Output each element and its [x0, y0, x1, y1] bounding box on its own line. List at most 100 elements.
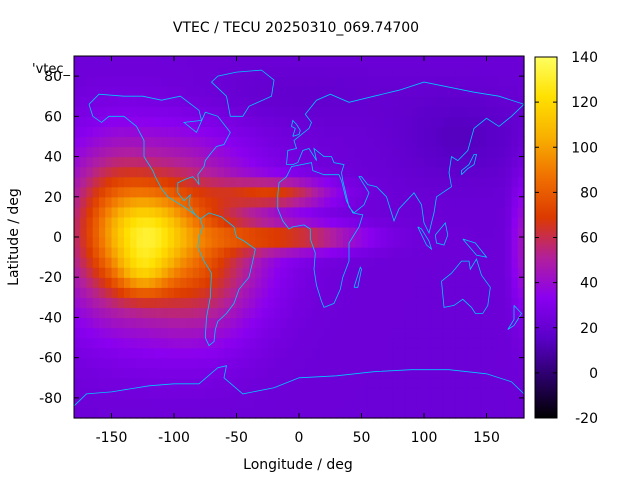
vtec-cell — [280, 317, 288, 329]
vtec-cell — [486, 247, 494, 258]
vtec-cell — [155, 96, 163, 107]
vtec-cell — [499, 257, 506, 268]
vtec-cell — [399, 397, 406, 409]
vtec-cell — [80, 377, 88, 389]
vtec-cell — [342, 186, 350, 198]
vtec-cell — [267, 206, 275, 218]
vtec-cell — [367, 106, 375, 117]
vtec-cell — [330, 146, 338, 158]
vtec-cell — [261, 397, 269, 409]
vtec-cell — [274, 247, 281, 258]
vtec-cell — [105, 317, 113, 329]
vtec-cell — [405, 267, 413, 278]
x-tick-label: 50 — [353, 430, 371, 446]
vtec-cell — [349, 216, 356, 228]
vtec-cell — [299, 66, 306, 77]
vtec-cell — [311, 186, 319, 198]
vtec-cell — [374, 76, 381, 87]
vtec-cell — [474, 206, 481, 218]
vtec-cell — [430, 196, 438, 208]
vtec-cell — [130, 106, 138, 117]
vtec-cell — [442, 126, 450, 138]
chart-title: VTEC / TECU 20250310_069.74700 — [173, 20, 419, 36]
vtec-cell — [124, 176, 131, 188]
vtec-cell — [92, 267, 100, 278]
vtec-cell — [324, 146, 331, 158]
vtec-cell — [392, 277, 400, 288]
vtec-cell — [86, 387, 94, 399]
vtec-cell — [461, 196, 469, 208]
vtec-cell — [249, 216, 256, 228]
vtec-cell — [317, 307, 325, 319]
vtec-cell — [399, 206, 406, 218]
vtec-cell — [392, 377, 400, 389]
vtec-cell — [199, 407, 206, 419]
vtec-cell — [167, 367, 175, 379]
vtec-cell — [342, 136, 350, 148]
vtec-cell — [186, 166, 194, 178]
vtec-cell — [149, 56, 156, 67]
vtec-cell — [336, 327, 344, 339]
vtec-cell — [180, 196, 188, 208]
vtec-cell — [336, 216, 344, 228]
vtec-cell — [211, 226, 219, 238]
vtec-cell — [324, 56, 331, 67]
vtec-cell — [111, 186, 119, 198]
vtec-cell — [342, 307, 350, 319]
vtec-cell — [511, 317, 519, 329]
vtec-cell — [224, 297, 231, 308]
vtec-cell — [292, 226, 300, 238]
vtec-cell — [436, 226, 444, 238]
vtec-cell — [399, 126, 406, 138]
vtec-cell — [86, 317, 94, 329]
vtec-cell — [211, 176, 219, 188]
vtec-cell — [430, 357, 438, 369]
vtec-cell — [199, 267, 206, 278]
vtec-cell — [474, 387, 481, 399]
vtec-cell — [211, 116, 219, 127]
vtec-cell — [267, 347, 275, 359]
vtec-cell — [205, 186, 213, 198]
vtec-cell — [105, 66, 113, 77]
vtec-cell — [411, 196, 419, 208]
vtec-cell — [474, 307, 481, 319]
vtec-cell — [411, 237, 419, 248]
vtec-cell — [105, 76, 113, 87]
vtec-cell — [442, 136, 450, 148]
vtec-cell — [142, 367, 150, 379]
vtec-cell — [199, 66, 206, 77]
vtec-cell — [117, 226, 125, 238]
vtec-cell — [311, 297, 319, 308]
vtec-cell — [305, 116, 313, 127]
vtec-cell — [380, 76, 388, 87]
vtec-cell — [130, 96, 138, 107]
vtec-cell — [192, 206, 200, 218]
vtec-cell — [411, 347, 419, 359]
vtec-cell — [230, 357, 238, 369]
vtec-cell — [117, 347, 125, 359]
vtec-cell — [199, 247, 206, 258]
vtec-cell — [480, 387, 488, 399]
vtec-cell — [411, 377, 419, 389]
vtec-cell — [392, 267, 400, 278]
vtec-cell — [505, 226, 513, 238]
vtec-cell — [142, 186, 150, 198]
vtec-cell — [149, 327, 156, 339]
vtec-cell — [386, 136, 394, 148]
vtec-cell — [499, 56, 506, 67]
vtec-cell — [461, 327, 469, 339]
vtec-cell — [274, 317, 281, 329]
vtec-cell — [330, 226, 338, 238]
vtec-cell — [467, 257, 475, 268]
vtec-cell — [274, 156, 281, 168]
vtec-cell — [199, 56, 206, 67]
vtec-cell — [280, 347, 288, 359]
vtec-cell — [136, 176, 144, 188]
vtec-cell — [349, 146, 356, 158]
vtec-cell — [486, 377, 494, 389]
vtec-cell — [130, 327, 138, 339]
vtec-cell — [374, 357, 381, 369]
vtec-cell — [124, 287, 131, 298]
vtec-cell — [274, 307, 281, 319]
vtec-cell — [417, 186, 425, 198]
